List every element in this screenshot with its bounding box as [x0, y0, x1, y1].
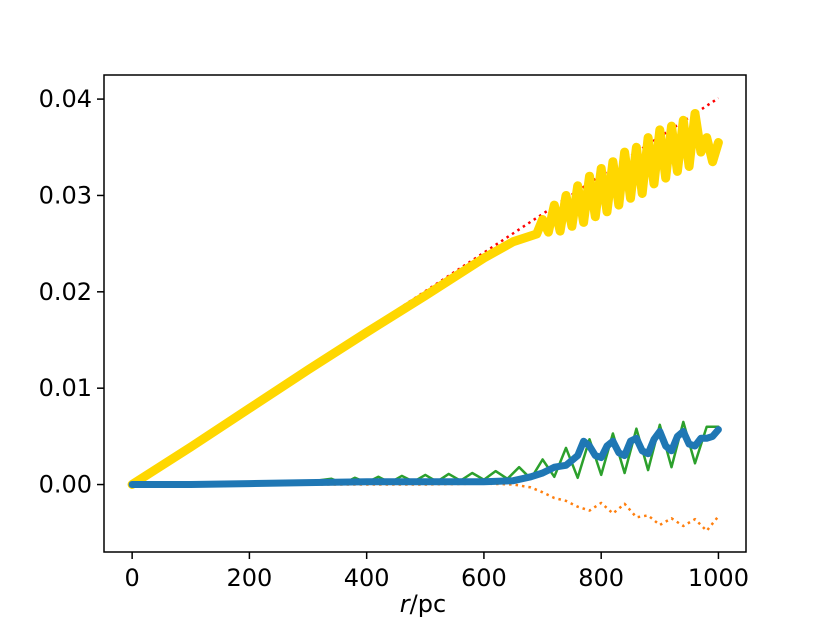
y-tick-label: 0.04 [39, 85, 92, 113]
series-line-5 [128, 426, 722, 488]
plot-frame [103, 74, 747, 553]
y-tick-label: 0.03 [39, 181, 92, 209]
x-axis-label-unit: /pc [410, 590, 447, 618]
series-line-2 [127, 109, 723, 489]
x-axis-label: r/pc [400, 590, 446, 618]
x-tick-label: 200 [226, 564, 272, 592]
y-tick-label: 0.00 [39, 471, 92, 499]
y-tick-label: 0.02 [39, 278, 92, 306]
x-tick-label: 0 [125, 564, 140, 592]
x-tick-label: 600 [461, 564, 507, 592]
y-tick-label: 0.01 [39, 374, 92, 402]
x-axis-ticks: 0 200 400 600 800 1000 [125, 552, 749, 592]
x-tick-label: 400 [344, 564, 390, 592]
x-tick-label: 1000 [688, 564, 749, 592]
x-axis-label-symbol: r [400, 590, 412, 618]
series-line-3 [132, 482, 720, 533]
x-tick-label: 800 [578, 564, 624, 592]
y-axis-ticks: 0.00 0.01 0.02 0.03 0.04 [39, 85, 104, 499]
series-layer [127, 97, 723, 533]
